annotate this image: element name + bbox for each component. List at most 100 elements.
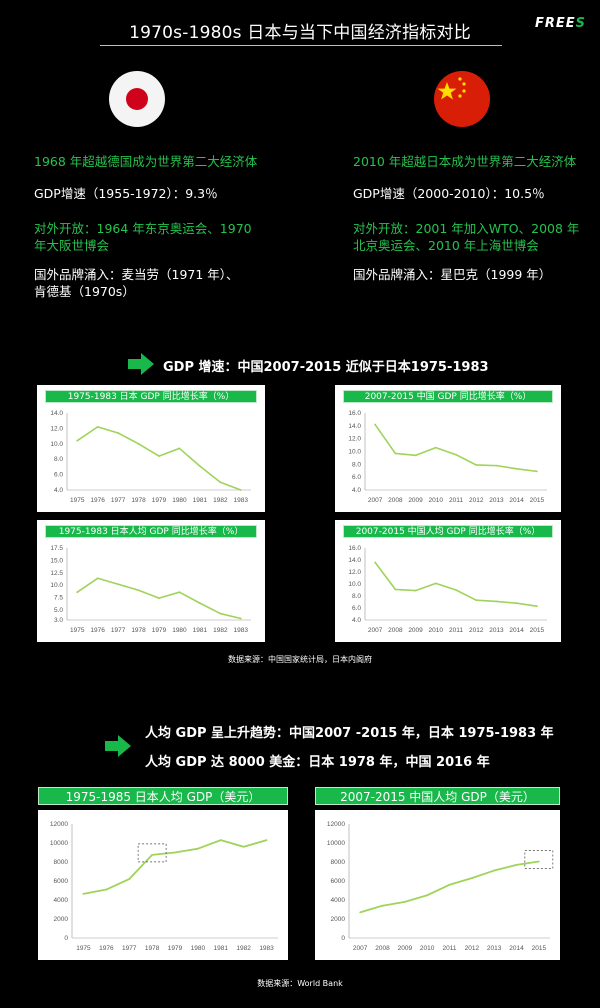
x-tick-label: 1975 <box>76 945 91 952</box>
china-opening-line1: 对外开放：2001 年加入WTO、2008 年 <box>353 221 580 236</box>
data-point <box>219 839 222 842</box>
y-tick-label: 16.0 <box>348 410 361 417</box>
data-point <box>128 878 131 880</box>
chart-title-2: 2007-2015 中国 GDP 同比增长率（%） <box>343 390 553 403</box>
x-tick-label: 2007 <box>368 497 383 504</box>
chart-3: 3.0 5.0 7.5 10.0 12.5 15.0 17.5 1975 1976 1977 197… <box>50 545 251 634</box>
data-point <box>414 589 417 592</box>
y-tick-label: 2000 <box>331 916 346 923</box>
y-tick-label: 12.5 <box>50 570 63 577</box>
x-tick-label: 1975 <box>70 627 85 634</box>
japan-brands-line2: 肯德基（1970s） <box>34 284 135 299</box>
x-tick-label: 2015 <box>530 497 545 504</box>
x-tick-label: 2012 <box>469 627 484 634</box>
data-point <box>535 470 538 473</box>
headline-per-capita-8000: 人均 GDP 达 8000 美金：日本 1978 年，中国 2016 年 <box>145 755 490 770</box>
data-point <box>475 464 478 466</box>
x-tick-label: 1981 <box>214 945 229 952</box>
headline-per-capita-trend: 人均 GDP 呈上升趋势：中国2007 -2015 年，日本 1975-1983… <box>145 726 554 741</box>
data-point <box>196 847 199 850</box>
x-tick-label: 2015 <box>530 627 545 634</box>
x-tick-label: 1983 <box>259 945 274 952</box>
data-point <box>178 447 181 450</box>
china-opening-line2: 北京奥运会、2010 年上海世博会 <box>353 238 539 253</box>
x-tick-label: 2012 <box>469 497 484 504</box>
y-tick-label: 14.0 <box>348 557 361 564</box>
japan-brands-line1: 国外品牌涌入：麦当劳（1971 年）、 <box>34 267 239 282</box>
china-flag-icon <box>434 71 490 127</box>
data-point <box>117 583 120 586</box>
x-tick-label: 1980 <box>172 497 187 504</box>
chart-title-5: 1975-1985 日本人均 GDP（美元） <box>38 787 288 805</box>
data-point <box>239 617 242 620</box>
x-tick-label: 2010 <box>420 945 435 952</box>
chart-2: 4.0 6.0 8.0 10.0 12.0 14.0 16.0 2007 2008 2009 201… <box>348 410 547 504</box>
x-tick-label: 1981 <box>193 497 208 504</box>
y-tick-label: 6000 <box>331 878 346 885</box>
data-point <box>76 439 79 442</box>
x-tick-label: 2010 <box>429 497 444 504</box>
chart-title-4: 2007-2015 中国人均 GDP 同比增长率（%） <box>343 525 553 538</box>
y-tick-label: 6000 <box>54 878 69 885</box>
data-point <box>455 453 457 456</box>
chart-1: 4.0 6.0 8.0 10.0 12.0 14.0 1975 1976 1977 1978 197… <box>50 410 251 504</box>
title-underline <box>100 45 502 46</box>
japan-flag-icon <box>109 71 165 127</box>
data-point <box>239 489 242 491</box>
x-tick-label: 1979 <box>152 627 167 634</box>
data-point <box>174 851 176 854</box>
series-line <box>76 426 242 491</box>
data-point <box>105 888 108 891</box>
y-tick-label: 8.0 <box>352 461 361 468</box>
x-tick-label: 2012 <box>465 945 480 952</box>
y-tick-label: 8000 <box>331 859 346 866</box>
y-tick-label: 6.0 <box>352 605 361 612</box>
x-tick-label: 2011 <box>449 497 463 504</box>
x-tick-label: 1977 <box>111 497 126 504</box>
y-tick-label: 12000 <box>327 821 345 828</box>
data-point <box>219 612 222 615</box>
page-title: 1970s-1980s 日本与当下中国经济指标对比 <box>129 23 471 43</box>
x-tick-label: 1979 <box>152 497 167 504</box>
x-tick-label: 2014 <box>509 497 524 504</box>
x-tick-label: 2008 <box>388 627 403 634</box>
y-tick-label: 6.0 <box>54 472 63 479</box>
arrow-right-icon <box>128 353 154 375</box>
data-point <box>515 467 518 470</box>
y-tick-label: 6.0 <box>352 474 361 481</box>
data-point <box>448 883 451 886</box>
highlight-box <box>524 850 554 869</box>
data-point <box>470 877 473 880</box>
data-point <box>455 589 457 591</box>
data-point <box>381 904 384 907</box>
data-source-1: 数据来源：中国国家统计局，日本内阁府 <box>228 655 372 664</box>
data-point <box>198 465 201 468</box>
x-tick-label: 2007 <box>368 627 383 634</box>
x-tick-label: 1975 <box>70 497 85 504</box>
chart-panel-4: 2007-2015 中国人均 GDP 同比增长率（%） 4.0 6.0 8.0 10.… <box>335 520 561 642</box>
y-tick-label: 17.5 <box>50 545 63 552</box>
data-point <box>403 901 406 903</box>
x-tick-label: 1976 <box>90 497 105 504</box>
x-tick-label: 1978 <box>131 497 146 504</box>
data-point <box>76 591 79 594</box>
x-tick-label: 1977 <box>111 627 126 634</box>
y-tick-label: 12.0 <box>50 425 63 432</box>
x-tick-label: 2008 <box>388 497 403 504</box>
data-point <box>178 591 181 594</box>
x-tick-label: 2015 <box>532 945 547 952</box>
y-tick-label: 4000 <box>54 897 69 904</box>
series-line <box>359 860 539 914</box>
x-tick-label: 1982 <box>213 497 228 504</box>
x-tick-label: 1976 <box>90 627 105 634</box>
chart-panel-3: 1975-1983 日本人均 GDP 同比增长率（%） 3.0 5.0 7.5 10.… <box>37 520 265 642</box>
y-tick-label: 10.0 <box>50 582 63 589</box>
data-point <box>82 892 85 895</box>
x-tick-label: 1978 <box>145 945 160 952</box>
x-tick-label: 2007 <box>353 945 368 952</box>
y-tick-label: 10000 <box>50 840 68 847</box>
x-tick-label: 2014 <box>509 945 524 952</box>
data-point <box>117 432 120 434</box>
data-point <box>198 602 201 605</box>
data-point <box>414 454 417 457</box>
